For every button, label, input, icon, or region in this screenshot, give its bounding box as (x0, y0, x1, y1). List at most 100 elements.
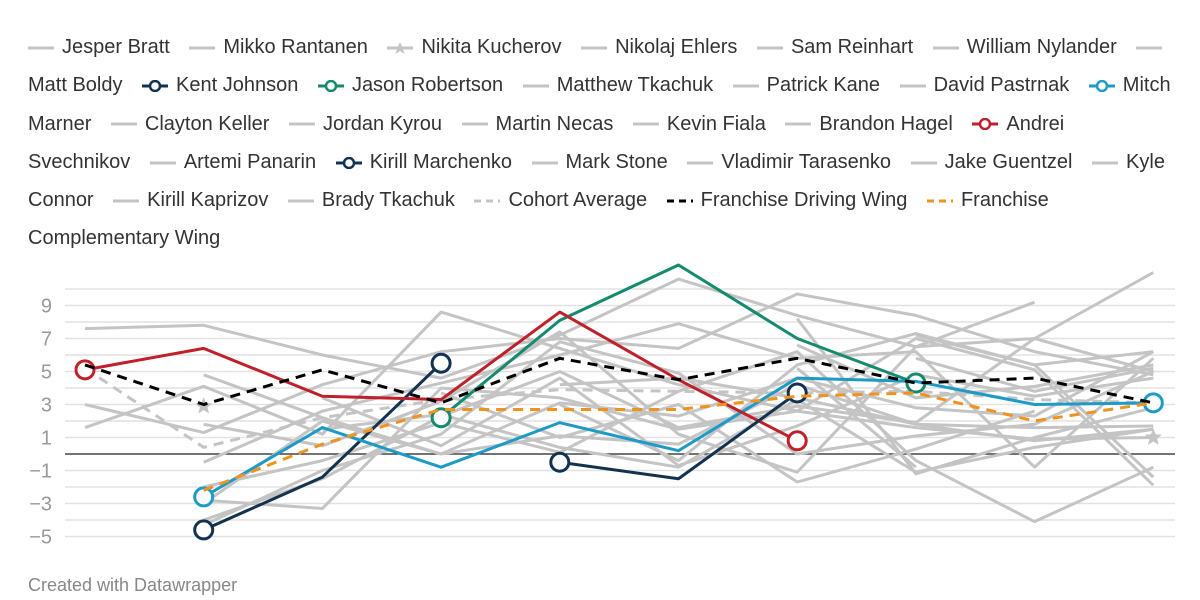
legend-label: Andrei Svechnikov (28, 112, 1065, 173)
legend-label: Nikita Kucherov (421, 36, 562, 58)
legend-item-clayton-keller: Clayton Keller (110, 113, 269, 135)
series-line (322, 398, 1154, 474)
series-matthew-tkachuk (321, 373, 1154, 468)
legend-item-martin-necas: Martin Necas (461, 112, 614, 135)
legend-item-mitch-marner: Mitch Marner (28, 74, 1171, 134)
legend-item-mark-stone: Mark Stone (531, 151, 668, 173)
legend: Jesper Bratt Mikko Rantanen Nikita Kuche… (28, 28, 1178, 258)
series-kent-johnson (193, 352, 452, 541)
legend-swatch (387, 41, 414, 54)
y-tick-label: −5 (29, 527, 52, 549)
legend-label: Brandon Hagel (819, 112, 953, 135)
legend-swatch (932, 42, 959, 54)
legend-swatch (581, 42, 608, 54)
legend-swatch (317, 80, 344, 93)
legend-item-matt-boldy: Matt Boldy (28, 36, 1170, 96)
legend-item-david-pastrnak: David Pastrnak (899, 74, 1070, 97)
legend-label: Matt Boldy (28, 74, 123, 97)
legend-item-nikita-kucherov: Nikita Kucherov (387, 36, 562, 58)
series-mark-stone (559, 376, 1154, 443)
legend-swatch (1088, 80, 1115, 93)
series-franchise-complementary-wing (203, 391, 1154, 492)
legend-label: Mikko Rantanen (223, 36, 368, 58)
series-line (84, 366, 1154, 449)
data-point-marker (549, 451, 571, 473)
series-jesper-bratt (84, 277, 1154, 380)
legend-label: Kirill Kaprizov (147, 189, 269, 212)
legend-item-kyle-connor: Kyle Connor (28, 151, 1165, 211)
series-kirill-marchenko (549, 382, 808, 481)
legend-swatch (189, 42, 216, 54)
series-line (202, 350, 1155, 505)
legend-swatch (1136, 42, 1163, 54)
legend-swatch (474, 195, 501, 207)
series-franchise-driving-wing (84, 356, 1154, 406)
data-point-marker (430, 407, 452, 429)
series-david-pastrnak (203, 300, 1036, 474)
series-line (440, 263, 917, 419)
legend-label: Kent Johnson (176, 74, 299, 97)
legend-label: Nikolaj Ehlers (615, 36, 738, 58)
legend-item-nikolaj-ehlers: Nikolaj Ehlers (581, 36, 737, 58)
legend-item-kent-johnson: Kent Johnson (142, 74, 298, 96)
legend-swatch (666, 195, 693, 207)
legend-item-jesper-bratt: Jesper Bratt (28, 36, 170, 58)
series-line (203, 337, 1155, 510)
series-vladimir-tarasenko (915, 356, 1154, 393)
legend-label: David Pastrnak (933, 74, 1070, 97)
legend-label: Franchise Driving Wing (700, 189, 908, 212)
series-kevin-fiala (203, 271, 1155, 522)
series-mikko-rantanen (84, 292, 1154, 435)
series-matt-boldy (203, 337, 1155, 510)
legend-label: Sam Reinhart (790, 36, 914, 58)
series-line (559, 376, 1154, 443)
legend-label: Martin Necas (495, 112, 614, 135)
y-tick-label: 9 (41, 296, 52, 318)
credit-text: Created with Datawrapper (28, 575, 238, 595)
y-tick-label: 7 (41, 329, 52, 351)
series-kyle-connor (796, 367, 917, 469)
series-martin-necas (322, 398, 1154, 474)
legend-swatch (531, 157, 558, 169)
legend-swatch (785, 118, 812, 130)
series-patrick-kane (203, 350, 1154, 524)
series-line (202, 376, 1154, 499)
legend-item-jake-guentzel: Jake Guentzel (910, 150, 1073, 173)
legend-item-sam-reinhart: Sam Reinhart (756, 36, 914, 58)
legend-swatch (926, 195, 953, 207)
series-line (203, 300, 1036, 474)
legend-item-franchise-complementary-wing: Franchise Complementary Wing (28, 189, 1049, 249)
y-tick-label: 5 (41, 362, 52, 384)
series-cohort-average (84, 366, 1154, 449)
legend-swatch (28, 42, 54, 54)
legend-item-brandon-hagel: Brandon Hagel (785, 112, 953, 135)
series-line (84, 277, 1154, 380)
legend-swatch (287, 195, 314, 207)
legend-swatch (289, 118, 315, 130)
legend-item-artemi-panarin: Artemi Panarin (149, 150, 317, 173)
legend-item-mikko-rantanen: Mikko Rantanen (189, 36, 368, 58)
series-line (203, 350, 1154, 524)
legend-label: Mitch Marner (28, 74, 1171, 135)
legend-label: Artemi Panarin (183, 150, 317, 173)
legend-swatch (110, 118, 137, 130)
legend-label: Jake Guentzel (944, 150, 1073, 173)
legend-swatch (910, 157, 937, 169)
legend-swatch (756, 42, 783, 54)
legend-label: Vladimir Tarasenko (721, 150, 892, 173)
legend-label: Jesper Bratt (62, 36, 170, 58)
legend-swatch (335, 156, 362, 169)
legend-label: William Nylander (966, 36, 1117, 58)
legend-label: Cohort Average (508, 189, 648, 212)
series-line (203, 362, 443, 532)
legend-item-vladimir-tarasenko: Vladimir Tarasenko (687, 151, 891, 173)
series-line (796, 367, 917, 469)
y-tick-label: 1 (41, 428, 52, 450)
legend-label: Brady Tkachuk (321, 189, 455, 212)
data-point-marker (430, 352, 452, 374)
legend-swatch (1092, 157, 1119, 169)
data-point-marker (786, 382, 808, 404)
legend-swatch (461, 118, 488, 130)
star-marker (1144, 428, 1162, 445)
